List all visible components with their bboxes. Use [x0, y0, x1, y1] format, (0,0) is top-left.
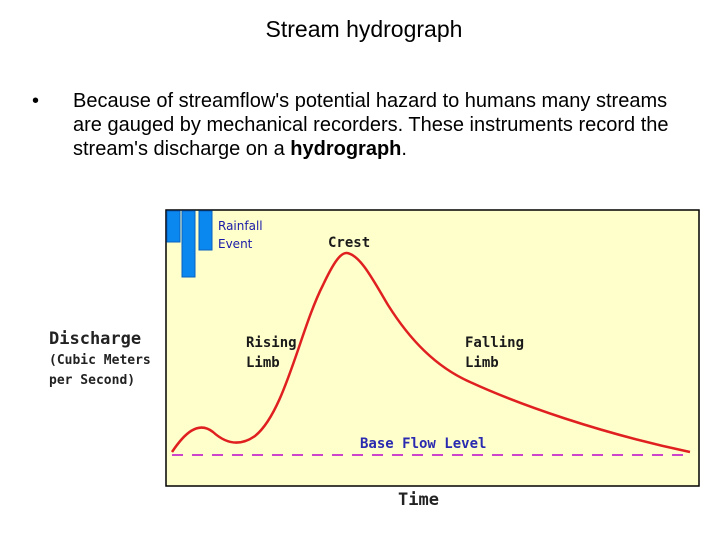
crest-label: Crest: [328, 235, 370, 251]
y-axis-label-line3: per Second): [49, 373, 135, 388]
base-flow-label: Base Flow Level: [360, 436, 486, 452]
falling-limb-label-line2: Limb: [465, 355, 499, 371]
bullet-marker: •: [32, 90, 40, 112]
rainfall-bar: [181, 210, 196, 278]
bullet-text-end: .: [401, 138, 407, 160]
rising-limb-label-line1: Rising: [246, 335, 297, 351]
figure-panel: [165, 209, 700, 487]
rainfall-bar: [166, 210, 181, 243]
bullet-text-body: Because of streamflow's potential hazard…: [73, 90, 669, 160]
slide-title: Stream hydrograph: [265, 16, 463, 42]
bullet-bold-term: hydrograph: [290, 138, 402, 160]
rainfall-bar: [198, 210, 213, 251]
y-axis-label-line1: Discharge: [49, 329, 141, 349]
falling-limb-label-line1: Falling: [465, 335, 524, 351]
x-axis-label: Time: [398, 490, 439, 510]
rising-limb-label-line2: Limb: [246, 355, 280, 371]
rainfall-label-line1: Rainfall: [218, 219, 263, 233]
bullet-text: Because of streamflow's potential hazard…: [73, 89, 673, 161]
y-axis-label-line2: (Cubic Meters: [49, 353, 151, 368]
hydrograph-curve: [170, 251, 691, 454]
rainfall-label-line2: Event: [218, 237, 253, 251]
rainfall-event-bars: [166, 210, 213, 278]
